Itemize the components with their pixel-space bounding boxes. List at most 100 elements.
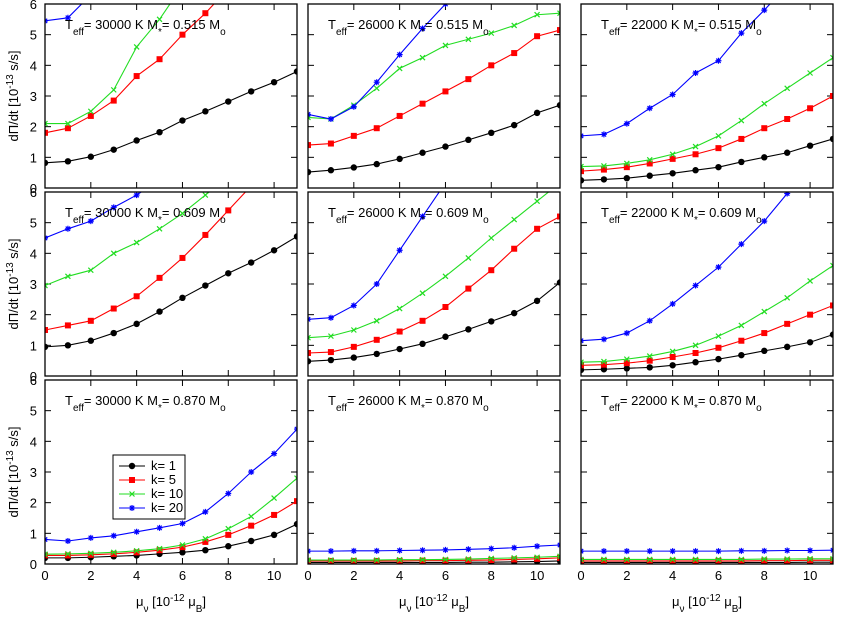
text-part: eff xyxy=(73,215,84,226)
x-tick-label: 2 xyxy=(623,568,630,583)
marker xyxy=(308,557,311,563)
marker xyxy=(225,207,232,214)
marker xyxy=(534,198,541,205)
marker xyxy=(488,112,494,118)
marker xyxy=(327,356,335,364)
text-part: s/s] xyxy=(6,426,21,450)
series-line xyxy=(45,192,247,331)
marker xyxy=(133,528,140,535)
marker xyxy=(669,151,676,158)
marker xyxy=(692,70,699,76)
panel: Teff= 22000 K M*= 0.609 Mo xyxy=(580,191,834,377)
marker xyxy=(534,45,540,51)
marker xyxy=(156,524,163,531)
panel: Teff= 22000 K M*= 0.515 Mo xyxy=(580,3,834,189)
marker xyxy=(646,353,653,359)
marker xyxy=(784,294,791,301)
marker xyxy=(373,547,380,554)
marker xyxy=(556,102,560,109)
marker xyxy=(692,556,699,563)
marker xyxy=(202,282,209,289)
marker xyxy=(87,551,94,558)
marker xyxy=(715,355,722,363)
marker xyxy=(715,163,722,171)
marker xyxy=(669,362,676,369)
x-tick-label: 10 xyxy=(267,568,281,583)
marker xyxy=(293,233,297,240)
marker xyxy=(110,532,117,539)
marker xyxy=(202,10,209,17)
marker xyxy=(600,131,607,138)
marker xyxy=(442,557,449,564)
text-part: = 22000 K M xyxy=(620,17,694,32)
text-part: eff xyxy=(609,215,620,226)
marker xyxy=(156,545,163,552)
marker xyxy=(87,218,94,225)
marker xyxy=(419,557,426,564)
marker xyxy=(783,149,791,156)
panel-title: Teff= 30000 K M*= 0.515 Mo xyxy=(65,17,226,38)
marker xyxy=(646,556,653,563)
marker xyxy=(488,235,495,241)
y-tick-label: 4 xyxy=(30,434,37,449)
text-part: μ xyxy=(672,594,680,609)
marker xyxy=(327,140,334,147)
text-part: -13 xyxy=(5,74,16,89)
marker xyxy=(225,531,232,538)
marker xyxy=(396,51,403,58)
series-line xyxy=(45,477,297,555)
marker xyxy=(807,70,814,76)
text-part: dΠ/dt [10 xyxy=(6,465,21,518)
marker xyxy=(271,495,278,501)
marker xyxy=(557,553,560,560)
marker xyxy=(442,556,449,563)
panel-title: Teff= 22000 K M*= 0.609 Mo xyxy=(601,205,762,226)
marker xyxy=(156,56,163,63)
marker xyxy=(465,136,472,144)
marker xyxy=(64,538,71,544)
series-line xyxy=(308,104,560,173)
marker xyxy=(202,538,209,545)
marker xyxy=(556,279,560,286)
marker xyxy=(623,365,631,372)
marker xyxy=(202,535,209,542)
text-part: * xyxy=(158,27,162,38)
text-part: T xyxy=(65,205,73,220)
series-line xyxy=(308,192,440,320)
marker xyxy=(829,331,833,338)
text-part: = 0.609 M xyxy=(162,205,220,220)
y-tick-label: 5 xyxy=(30,404,37,419)
marker xyxy=(156,547,163,554)
series-line xyxy=(45,70,297,164)
marker xyxy=(442,333,449,340)
marker xyxy=(308,168,312,176)
series-line xyxy=(45,523,297,559)
marker xyxy=(738,158,745,166)
marker xyxy=(806,339,814,346)
text-part: = 22000 K M xyxy=(620,393,694,408)
marker xyxy=(133,547,140,554)
marker xyxy=(249,156,254,161)
marker xyxy=(350,547,357,554)
marker xyxy=(646,105,653,112)
marker xyxy=(247,259,255,266)
marker xyxy=(465,546,472,553)
marker xyxy=(646,357,653,364)
marker xyxy=(133,44,140,50)
marker xyxy=(226,174,231,179)
marker xyxy=(669,556,676,563)
marker xyxy=(715,548,722,555)
panel-title: Teff= 30000 K M*= 0.870 Mo xyxy=(65,393,226,414)
marker xyxy=(396,247,403,254)
text-part: = 26000 K M xyxy=(347,393,421,408)
marker xyxy=(419,317,426,324)
marker xyxy=(419,290,426,297)
text-part: dΠ/dt [10 xyxy=(6,89,21,142)
plot-area xyxy=(581,4,833,184)
series-line xyxy=(581,334,833,371)
legend: k= 1k= 5k= 10k= 20 xyxy=(112,454,186,520)
marker xyxy=(87,267,94,274)
series-line xyxy=(581,138,833,181)
text-part: o xyxy=(483,27,489,38)
y-tick-label: 6 xyxy=(30,373,37,388)
